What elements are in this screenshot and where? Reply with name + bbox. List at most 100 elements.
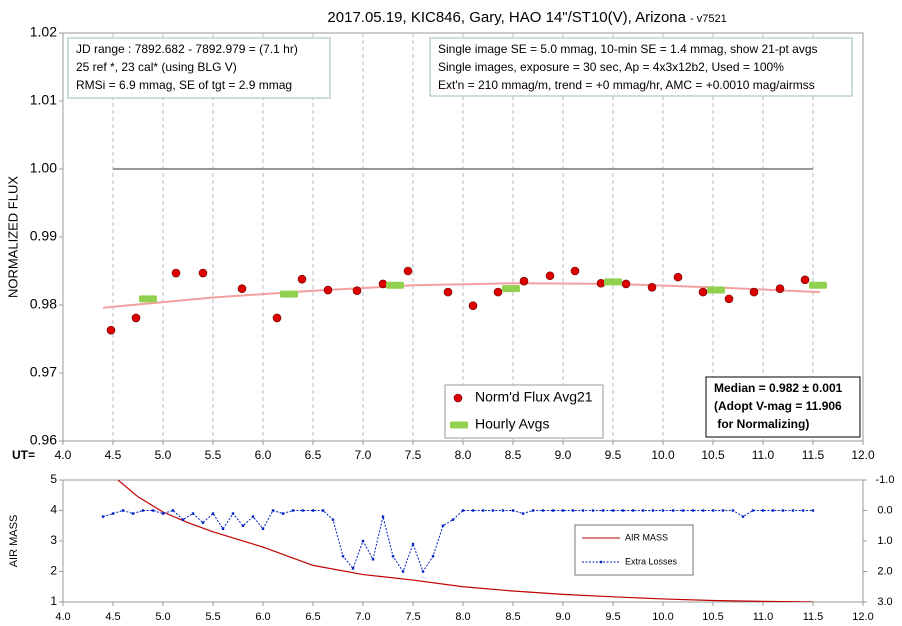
point xyxy=(341,555,345,558)
point xyxy=(431,555,435,558)
x-tick-label: 9.5 xyxy=(605,448,622,462)
point xyxy=(741,515,745,518)
annotation-text: Single image SE = 5.0 mmag, 10-min SE = … xyxy=(438,42,818,56)
x-tick-label: 12.0 xyxy=(851,448,875,462)
annotation-text: for Normalizing) xyxy=(714,417,809,431)
y-tick-label: 4 xyxy=(50,503,57,517)
legend-swatch xyxy=(599,560,603,564)
point xyxy=(511,509,515,512)
y2-tick-label: 2.0 xyxy=(877,565,892,577)
hourly-avg xyxy=(809,281,827,289)
point xyxy=(272,313,282,323)
hourly-avg xyxy=(502,285,520,293)
point xyxy=(403,266,413,276)
point xyxy=(201,521,205,524)
x-tick-label: 4.0 xyxy=(55,611,70,623)
point xyxy=(443,287,453,297)
point xyxy=(237,284,247,293)
point xyxy=(581,509,585,512)
y2-tick-label: -1.0 xyxy=(876,474,895,486)
point xyxy=(771,509,775,512)
hourly-avg xyxy=(604,278,622,286)
point xyxy=(671,509,675,512)
x-tick-label: 10.0 xyxy=(651,448,675,462)
point xyxy=(751,509,755,512)
annotation-text: RMSi = 6.9 mmag, SE of tgt = 2.9 mmag xyxy=(76,78,292,92)
series-line xyxy=(102,509,813,573)
series-line xyxy=(102,282,821,309)
point xyxy=(468,301,478,310)
point xyxy=(651,509,655,512)
point xyxy=(673,272,683,282)
x-tick-label: 9.5 xyxy=(605,611,620,623)
chart-subtitle: - v7521 xyxy=(690,13,727,25)
point xyxy=(531,509,535,512)
y2-tick-label: 3.0 xyxy=(877,596,892,608)
point xyxy=(323,285,333,295)
point xyxy=(411,542,415,546)
legend-label: Norm'd Flux Avg21 xyxy=(475,389,593,405)
point xyxy=(391,555,395,558)
legend xyxy=(444,384,604,439)
hourly-avg xyxy=(707,286,725,294)
point xyxy=(641,509,645,512)
point xyxy=(261,527,265,530)
point xyxy=(281,512,285,515)
point xyxy=(601,509,605,512)
y-tick-label: 1.01 xyxy=(30,92,57,108)
point xyxy=(121,509,125,512)
point xyxy=(775,284,785,293)
point xyxy=(297,274,307,284)
point xyxy=(596,278,606,288)
point xyxy=(521,512,525,515)
point xyxy=(647,283,657,292)
x-tick-label: 5.5 xyxy=(205,611,220,623)
x-tick-label: 11.5 xyxy=(803,611,824,623)
x-tick-label: 4.5 xyxy=(105,611,120,623)
x-tick-label: 4.5 xyxy=(105,448,122,462)
point xyxy=(611,509,615,512)
point xyxy=(211,512,215,515)
point xyxy=(781,509,785,512)
point xyxy=(331,518,335,521)
y2-tick-label: 0.0 xyxy=(877,504,892,516)
point xyxy=(698,287,708,297)
y-tick-label: 0.99 xyxy=(30,228,57,244)
point xyxy=(711,509,715,512)
x-tick-label: 11.5 xyxy=(802,448,825,462)
point xyxy=(301,509,305,512)
point xyxy=(621,279,631,289)
x-tick-label: 9.0 xyxy=(555,611,570,623)
y2-tick-label: 1.0 xyxy=(877,535,892,547)
point xyxy=(481,509,485,512)
point xyxy=(545,271,555,281)
y-tick-label: 1.00 xyxy=(30,160,57,176)
y-tick-label: 0.98 xyxy=(30,296,57,312)
y-axis-label: NORMALIZED FLUX xyxy=(5,176,20,298)
plot-area xyxy=(102,266,827,335)
x-tick-label: 5.0 xyxy=(155,611,170,623)
x-tick-label: 8.0 xyxy=(455,611,470,623)
point xyxy=(493,287,503,297)
point xyxy=(381,515,385,518)
point xyxy=(451,518,455,521)
point xyxy=(491,509,495,512)
y-tick-label: 0.97 xyxy=(30,364,57,380)
x-axis-label: UT= xyxy=(12,448,35,462)
point xyxy=(421,570,425,573)
point xyxy=(800,275,810,285)
x-tick-label: 4.0 xyxy=(55,448,72,462)
x-tick-label: 11.0 xyxy=(752,448,775,462)
y-tick-label: 5 xyxy=(50,472,57,486)
annotation-box xyxy=(429,37,853,97)
legend-label: Hourly Avgs xyxy=(475,416,549,432)
x-tick-label: 6.5 xyxy=(305,611,320,623)
x-tick-label: 5.0 xyxy=(155,448,172,462)
point xyxy=(721,509,725,512)
x-tick-label: 10.0 xyxy=(652,611,673,623)
x-tick-label: 11.0 xyxy=(753,611,774,623)
legend-swatch xyxy=(450,421,468,429)
y-tick-label: 3 xyxy=(50,533,57,547)
point xyxy=(631,509,635,512)
point xyxy=(271,509,275,512)
